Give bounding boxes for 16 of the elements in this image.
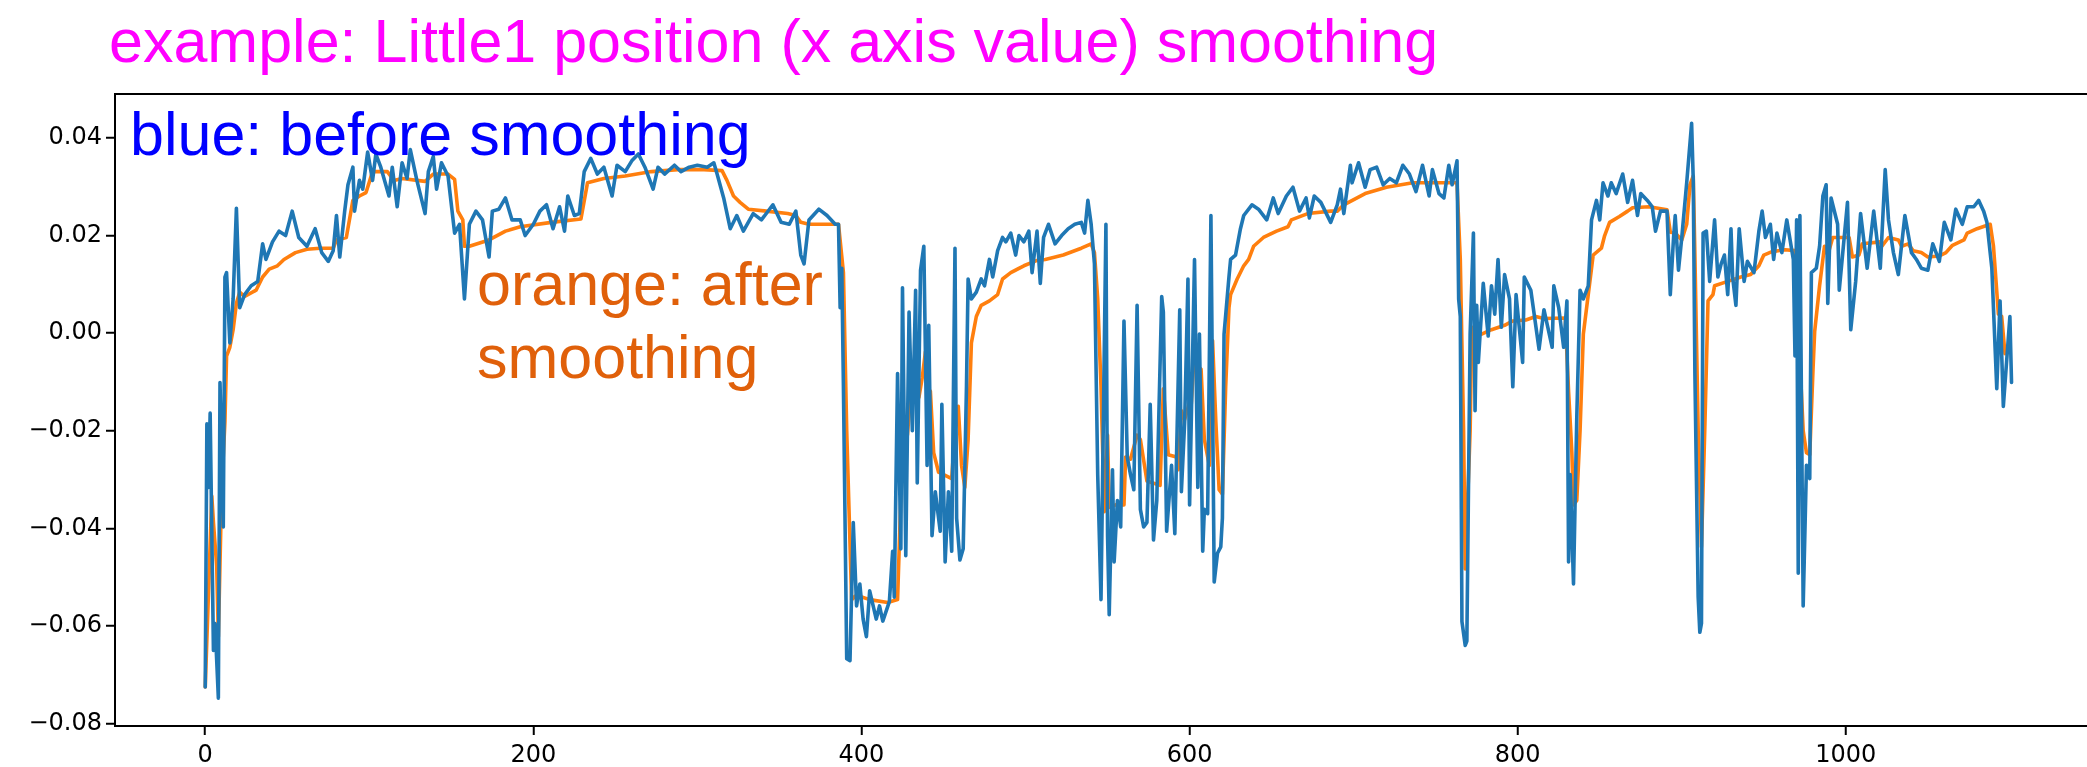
y-tick-label: 0.04 [48, 122, 102, 151]
y-tick-label: −0.04 [28, 512, 102, 541]
x-tick-label: 400 [838, 739, 885, 767]
x-tick-label: 0 [197, 739, 213, 767]
x-tick-label: 200 [510, 739, 557, 767]
y-tick-label: −0.08 [28, 707, 102, 736]
x-tick-label: 1000 [1815, 739, 1877, 767]
x-tick-label: 800 [1494, 739, 1541, 767]
y-tick-label: 0.02 [48, 219, 102, 248]
y-tick-label: 0.00 [48, 317, 102, 346]
annotation: blue: before smoothing [130, 99, 752, 170]
y-tick-label: −0.06 [28, 610, 102, 639]
x-tick-label: 600 [1166, 739, 1213, 767]
chart-title: example: Little1 position (x axis value) smoothing [109, 6, 1439, 77]
y-tick-label: −0.02 [28, 414, 102, 443]
annotation: orange: after smoothing [477, 249, 824, 393]
